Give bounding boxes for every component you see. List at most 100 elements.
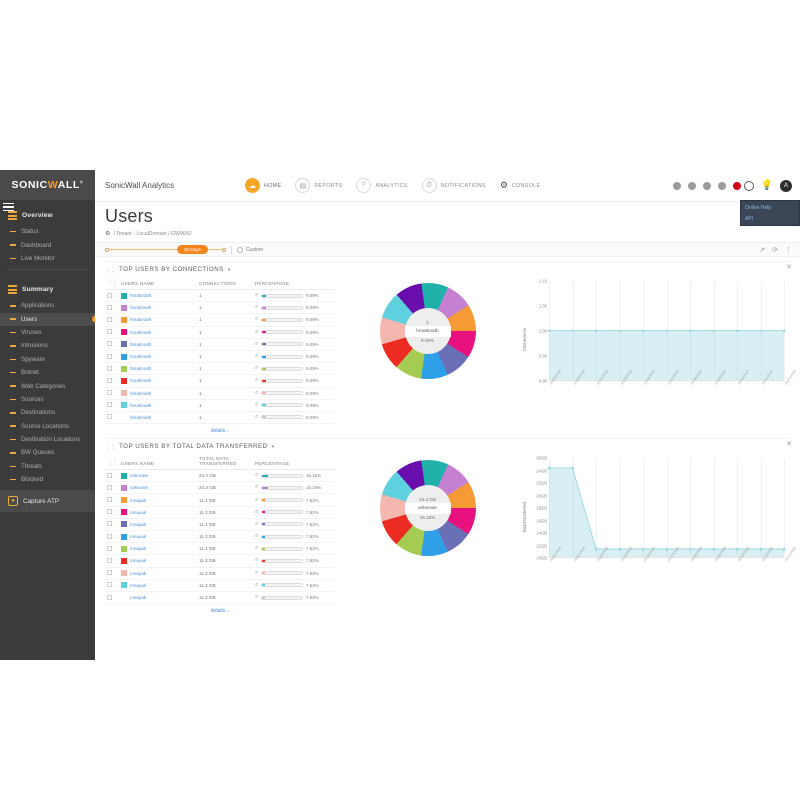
row-checkbox[interactable]	[107, 545, 112, 551]
details-link[interactable]: details...	[210, 608, 230, 615]
search-icon[interactable]: ⌕	[255, 496, 259, 503]
data-point-marker[interactable]	[547, 329, 551, 332]
tab-reports[interactable]: ▤ REPORTS	[295, 178, 342, 193]
row-checkbox-cell[interactable]	[105, 374, 119, 388]
status-dot-1-icon[interactable]	[672, 182, 681, 190]
row-checkbox[interactable]	[107, 365, 112, 371]
search-icon[interactable]: ⌕	[255, 520, 259, 527]
search-icon[interactable]: ⌕	[255, 292, 259, 299]
data-point-marker[interactable]	[594, 547, 598, 551]
table-row[interactable]: mnayak 11.3 GB ⌕ 7.52%	[105, 591, 335, 605]
row-checkbox-cell[interactable]	[105, 387, 119, 400]
sidebar-item-destination-locations[interactable]: Destination Locations	[0, 433, 95, 446]
user-name-link[interactable]: hmatimath	[130, 402, 152, 408]
data-point-marker[interactable]	[782, 329, 786, 332]
help-bulb-icon[interactable]: 💡	[760, 180, 773, 191]
data-point-marker[interactable]	[641, 329, 645, 332]
table-row[interactable]: mnayak 11.3 GB ⌕ 7.52%	[105, 554, 335, 568]
status-dot-2-icon[interactable]	[687, 182, 696, 190]
user-name-link[interactable]: hmatimath	[130, 390, 152, 396]
time-range-pill[interactable]: 30 Days	[177, 245, 208, 254]
table-row[interactable]: mnayak 11.3 GB ⌕ 7.52%	[105, 542, 335, 556]
search-icon[interactable]: ⌕	[255, 353, 259, 360]
row-checkbox-cell[interactable]	[105, 350, 119, 364]
table-row[interactable]: hmatimath 1 ⌕ 9.09%	[105, 350, 335, 364]
sidebar-item-blocked[interactable]: Blocked	[0, 473, 95, 486]
row-checkbox[interactable]	[107, 582, 112, 588]
table-row[interactable]: hmatimath 1 ⌕ 9.09%	[105, 399, 335, 412]
row-checkbox-cell[interactable]	[105, 301, 119, 315]
data-point-marker[interactable]	[665, 547, 668, 551]
row-checkbox[interactable]	[107, 353, 112, 359]
row-checkbox-cell[interactable]	[105, 338, 119, 351]
sidebar-group-header-overview[interactable]: Overview	[0, 206, 95, 225]
row-checkbox[interactable]	[107, 497, 112, 503]
export-icon[interactable]: ↗	[759, 246, 766, 254]
data-point-marker[interactable]	[712, 329, 715, 332]
menu-toggle-icon[interactable]	[3, 200, 17, 214]
user-name-link[interactable]: mnayak	[130, 497, 147, 503]
table-row[interactable]: hmatimath 1 ⌕ 9.09%	[105, 301, 335, 315]
chevron-down-icon[interactable]: ▾	[271, 443, 275, 450]
user-name-link[interactable]: hmatimath	[130, 317, 152, 323]
more-options-icon[interactable]: ⋮	[785, 246, 792, 254]
search-icon[interactable]: ⌕	[255, 569, 259, 576]
help-dropdown-menu[interactable]: Online Help API	[740, 200, 800, 226]
sidebar-item-applications[interactable]: Applications	[0, 299, 95, 312]
search-icon[interactable]: ⌕	[255, 401, 259, 408]
data-point-marker[interactable]	[618, 547, 621, 551]
drag-handle-icon[interactable]: ⋮⋮	[105, 444, 116, 451]
time-range-slider[interactable]: 30 Days	[105, 245, 226, 254]
sidebar-item-sources[interactable]: Sources	[0, 393, 95, 406]
row-checkbox[interactable]	[107, 509, 112, 515]
donut-chart[interactable]: 24.4 GB unknown 16.18%	[379, 460, 476, 557]
user-name-link[interactable]: mnayak	[130, 570, 147, 576]
table-row[interactable]: mnayak 11.3 GB ⌕ 7.52%	[105, 567, 335, 580]
breadcrumb-path[interactable]: / Tenant - LocalDomain / GW9650	[113, 230, 192, 237]
close-icon[interactable]: ✕	[786, 441, 792, 449]
user-name-link[interactable]: mnayak	[130, 558, 147, 564]
row-checkbox-cell[interactable]	[105, 399, 119, 412]
chevron-down-icon[interactable]: ▾	[227, 266, 231, 273]
search-icon[interactable]: ⌕	[255, 316, 259, 323]
table-row[interactable]: hmatimath 1 ⌕ 9.09%	[105, 374, 335, 388]
sidebar-item-web-categories[interactable]: Web Categories	[0, 379, 95, 392]
status-dot-4-icon[interactable]	[717, 182, 726, 190]
row-checkbox[interactable]	[107, 292, 112, 298]
user-name-link[interactable]: hmatimath	[130, 329, 152, 335]
select-all-checkbox-header[interactable]: ⋮⋮	[105, 277, 119, 290]
row-checkbox-cell[interactable]	[105, 518, 119, 532]
row-checkbox-cell[interactable]	[105, 411, 119, 425]
user-name-link[interactable]: unknown	[130, 485, 149, 491]
tab-notifications[interactable]: ⏱ NOTIFICATIONS	[421, 178, 486, 193]
row-checkbox[interactable]	[107, 472, 112, 478]
details-link[interactable]: details...	[210, 428, 230, 435]
table-row[interactable]: mnayak 11.3 GB ⌕ 7.52%	[105, 518, 335, 532]
sidebar-item-live-monitor[interactable]: Live Monitor	[0, 252, 95, 265]
row-checkbox[interactable]	[107, 533, 112, 539]
row-checkbox-cell[interactable]	[105, 579, 119, 592]
tab-console[interactable]: ⚙ CONSOLE	[500, 180, 541, 191]
tab-home[interactable]: ☁ HOME	[245, 178, 281, 193]
data-point-marker[interactable]	[641, 547, 645, 551]
row-checkbox[interactable]	[107, 316, 112, 322]
sidebar-item-status[interactable]: Status	[0, 225, 95, 238]
user-avatar[interactable]: A	[780, 180, 792, 192]
drag-handle-icon[interactable]: ⋮⋮	[105, 267, 116, 273]
row-checkbox-cell[interactable]	[105, 591, 119, 605]
sidebar-group-header-summary[interactable]: Summary	[0, 280, 95, 299]
search-icon[interactable]: ⌕	[255, 594, 259, 601]
row-checkbox-cell[interactable]	[105, 326, 119, 339]
column-header-connections[interactable]: CONNECTIONS	[197, 277, 253, 290]
row-checkbox[interactable]	[107, 402, 112, 408]
data-point-marker[interactable]	[759, 329, 762, 332]
search-icon[interactable]: ⌕	[255, 377, 259, 384]
data-point-marker[interactable]	[571, 466, 574, 470]
column-header-users-name[interactable]: USERS NAME	[119, 454, 197, 471]
tab-analytics[interactable]: ᴰ ANALYTICS	[356, 178, 407, 193]
custom-range-radio[interactable]	[236, 246, 243, 253]
search-icon[interactable]: ⌕	[255, 581, 259, 588]
select-all-checkbox-header[interactable]: ⋮⋮	[105, 454, 119, 471]
user-name-link[interactable]: hmatimath	[130, 305, 152, 311]
time-series-chart[interactable]: Connections 0.90 0.95 1.00 1.05 1.10 01/02/201…	[522, 279, 797, 399]
